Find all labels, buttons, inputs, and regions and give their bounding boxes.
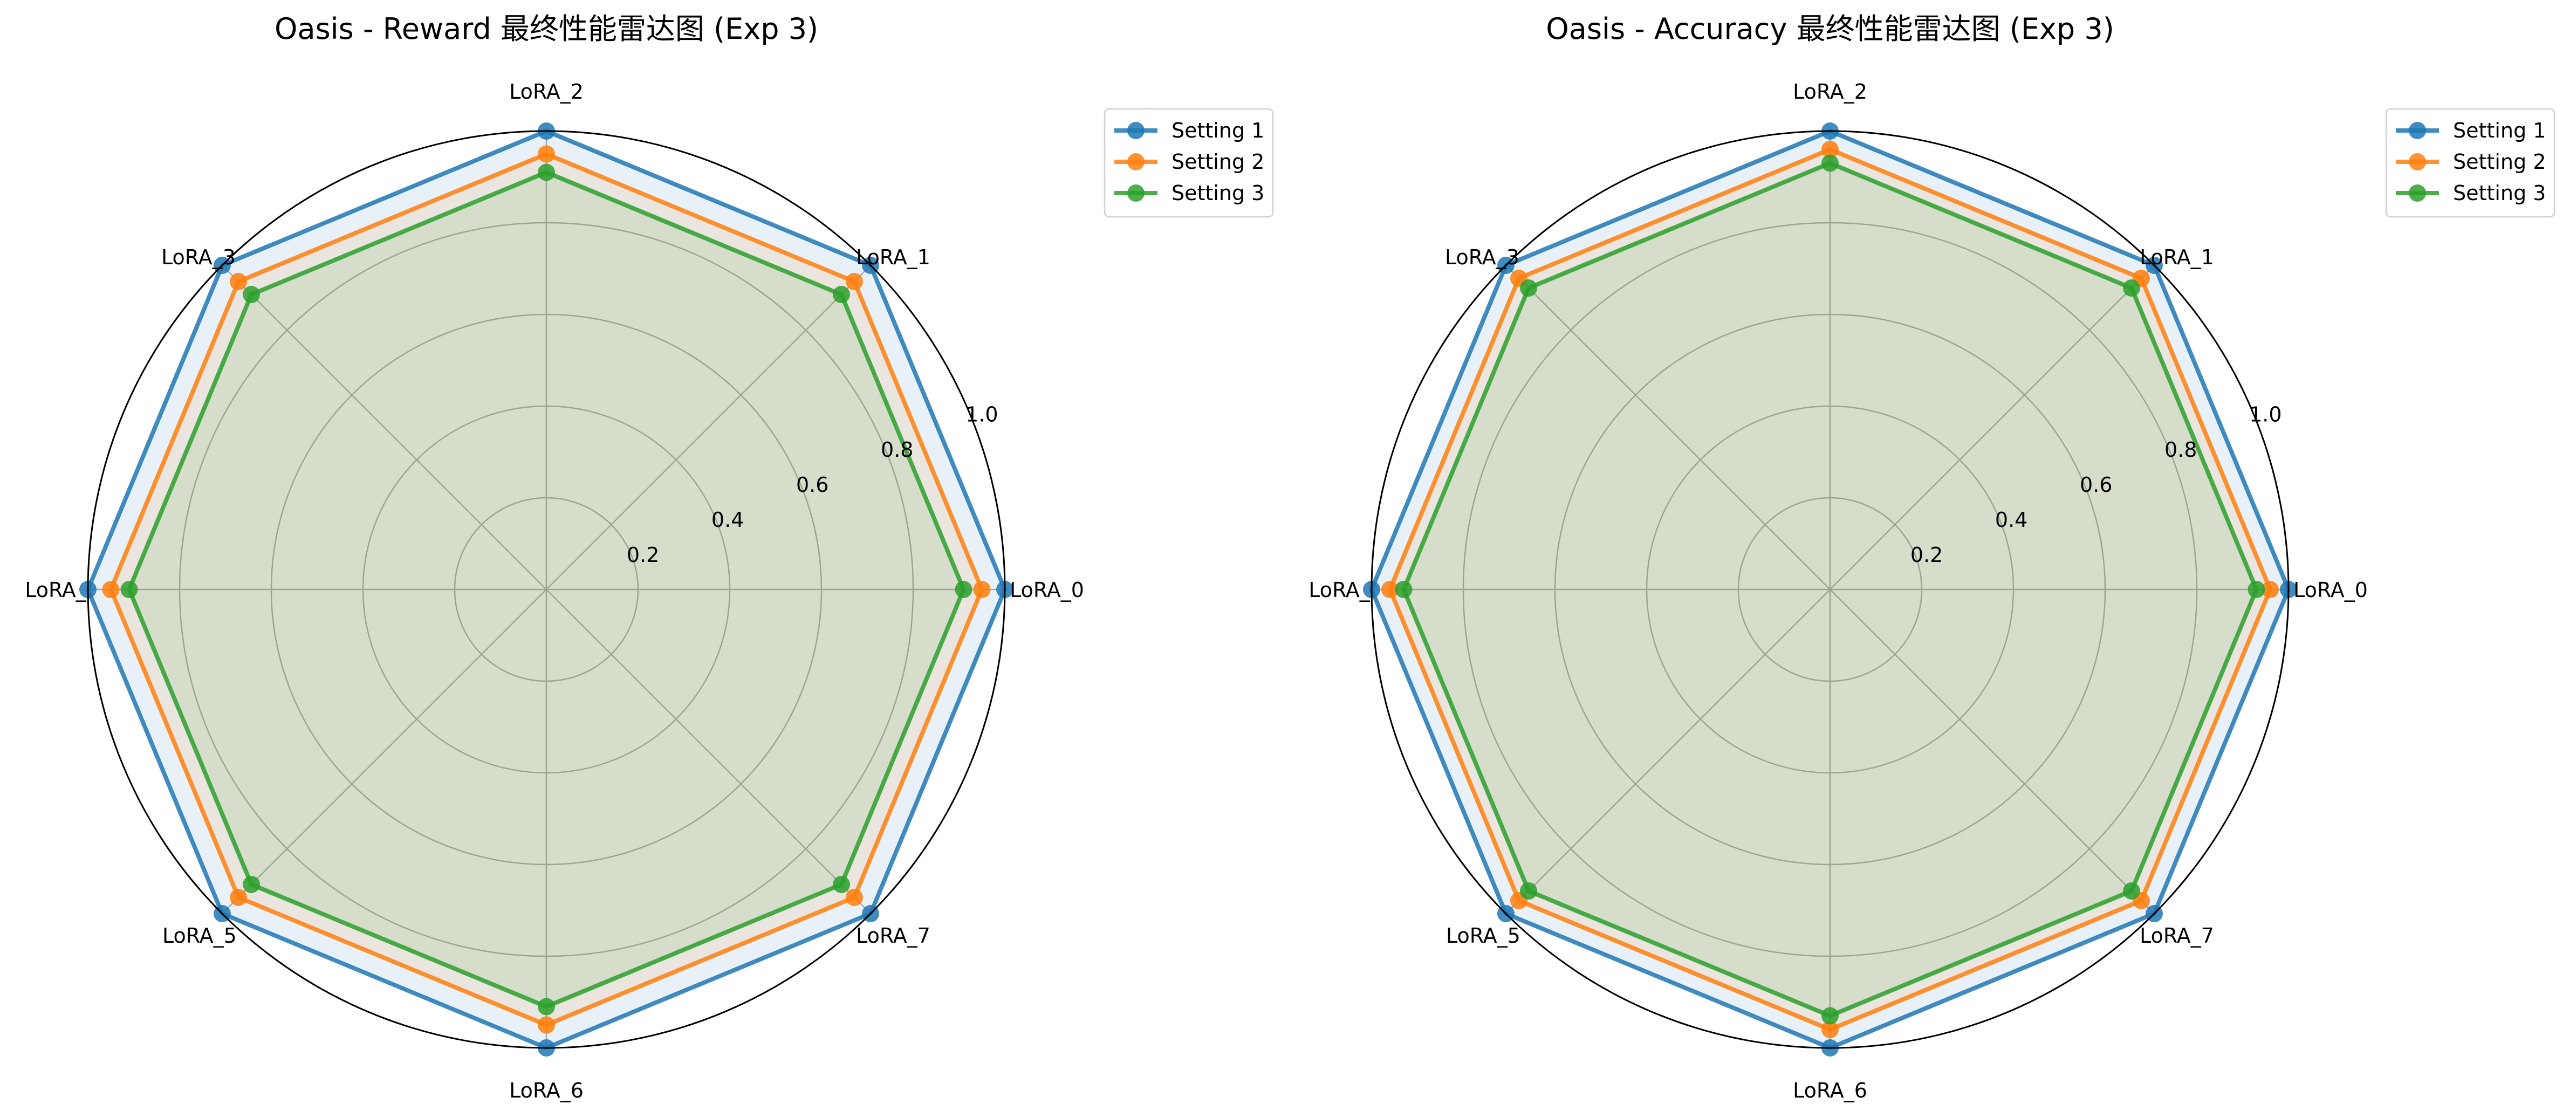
series-fill-2 [111, 154, 982, 1025]
series-3-point-1 [832, 286, 850, 304]
series-3-point-4 [1395, 581, 1413, 598]
series-3-point-6 [538, 998, 555, 1016]
legend-label-3: Setting 3 [1171, 181, 1264, 205]
legend-marker-1 [1127, 122, 1145, 139]
series-2-point-0 [973, 581, 991, 598]
axis-label-lora-2: LoRA_2 [1793, 80, 1867, 104]
series-3-point-0 [955, 581, 972, 598]
radar-panel-1: Oasis - Reward 最终性能雷达图 (Exp 3) 0.2 0.4 0.6 0… [25, 12, 1274, 1102]
series-3-point-3 [1520, 279, 1538, 297]
spoke-3 [1505, 265, 1831, 590]
series-3-point-6 [1821, 1007, 1839, 1025]
series-2-point-6 [1821, 1021, 1839, 1038]
axis-label-lora-5: LoRA_5 [162, 924, 237, 948]
series-3-point-7 [2122, 882, 2140, 900]
spoke-7 [546, 589, 871, 914]
axis-label-lora-2: LoRA_2 [509, 80, 584, 104]
axis-label-lora-6: LoRA_6 [509, 1079, 584, 1102]
legend-marker-3 [2409, 184, 2426, 202]
legend-marker-2 [1127, 153, 1145, 170]
spoke-1 [546, 265, 871, 590]
series-3-point-5 [243, 875, 261, 893]
series-2-point-2 [1821, 141, 1839, 158]
legend-label-1: Setting 1 [1171, 119, 1264, 142]
legend-box [2385, 108, 2556, 218]
legend-label-2: Setting 2 [2453, 150, 2546, 174]
spoke-7 [1830, 589, 2155, 914]
series-2-point-7 [845, 888, 863, 906]
series-3-point-2 [538, 163, 555, 181]
spoke-1 [1830, 265, 2155, 590]
legend-label-2: Setting 2 [1171, 150, 1264, 174]
series-2-point-5 [230, 888, 248, 906]
chart-title: Oasis - Reward 最终性能雷达图 (Exp 3) [275, 12, 818, 46]
r-tick-label: 0.2 [1910, 543, 1943, 567]
axis-label-lora-1: LoRA_1 [856, 245, 930, 269]
r-tick-label: 0.4 [711, 508, 744, 532]
axis-label-lora-7: LoRA_7 [2140, 924, 2214, 948]
legend-marker-3 [1127, 184, 1145, 202]
r-tick-label: 0.6 [796, 473, 828, 497]
r-tick-label: 1.0 [2249, 403, 2282, 427]
legend-label-1: Setting 1 [2453, 119, 2546, 142]
radar-panel-2: Oasis - Accuracy 最终性能雷达图 (Exp 3) 0.2 0.4 0.… [1308, 12, 2556, 1102]
r-tick-label: 0.8 [2164, 438, 2197, 462]
series-2-point-0 [2262, 581, 2279, 598]
r-tick-label: 0.6 [2080, 473, 2112, 497]
axis-label-lora-1: LoRA_1 [2140, 245, 2214, 269]
spoke-5 [222, 589, 547, 914]
axis-label-lora-4: LoRA_ [1308, 578, 1371, 602]
series-fill-3 [129, 172, 964, 1007]
spoke-3 [222, 265, 547, 590]
series-3-point-3 [243, 286, 261, 304]
series-2-point-2 [538, 145, 555, 163]
series-3-point-4 [120, 581, 138, 598]
axis-label-lora-7: LoRA_7 [856, 924, 930, 948]
axis-label-lora-3: LoRA_3 [1445, 245, 1519, 269]
outer-frame [87, 130, 1006, 1049]
axis-label-lora-5: LoRA_5 [1446, 924, 1520, 948]
r-tick-label: 1.0 [965, 403, 998, 427]
legend-box [1104, 108, 1274, 218]
legend-marker-2 [2409, 153, 2426, 170]
series-2-point-3 [230, 273, 248, 291]
axis-label-lora-3: LoRA_3 [161, 245, 236, 269]
series-3-point-2 [1821, 154, 1839, 172]
r-tick-label: 0.8 [881, 438, 913, 462]
series-2-point-4 [1381, 581, 1399, 598]
axis-label-lora-4: LoRA_ [25, 578, 87, 602]
r-tick-label: 0.2 [627, 543, 659, 567]
r-tick-label: 0.4 [1995, 508, 2027, 532]
axis-label-lora-0: LoRA_0 [2293, 578, 2368, 602]
outer-frame [1371, 130, 2290, 1049]
series-2-point-4 [102, 581, 120, 598]
axis-label-lora-6: LoRA_6 [1793, 1079, 1867, 1102]
series-3-point-5 [1520, 882, 1538, 900]
legend-label-3: Setting 3 [2453, 181, 2546, 205]
series-fill-1 [88, 131, 1005, 1048]
legend: Setting 1 Setting 2 Setting 3 [1104, 108, 1274, 218]
series-3-point-0 [2248, 581, 2265, 598]
chart-title: Oasis - Accuracy 最终性能雷达图 (Exp 3) [1546, 12, 2114, 46]
series-3-point-7 [832, 875, 850, 893]
legend: Setting 1 Setting 2 Setting 3 [2385, 108, 2556, 218]
series-2-point-6 [538, 1016, 555, 1034]
series-2-point-1 [845, 273, 863, 291]
series-fill-3 [1403, 163, 2257, 1016]
spoke-5 [1505, 589, 1831, 914]
series-fill-2 [1390, 149, 2270, 1030]
legend-marker-1 [2409, 122, 2426, 139]
series-3-point-1 [2122, 279, 2140, 297]
series-fill-1 [1372, 131, 2289, 1048]
axis-label-lora-0: LoRA_0 [1010, 578, 1084, 602]
